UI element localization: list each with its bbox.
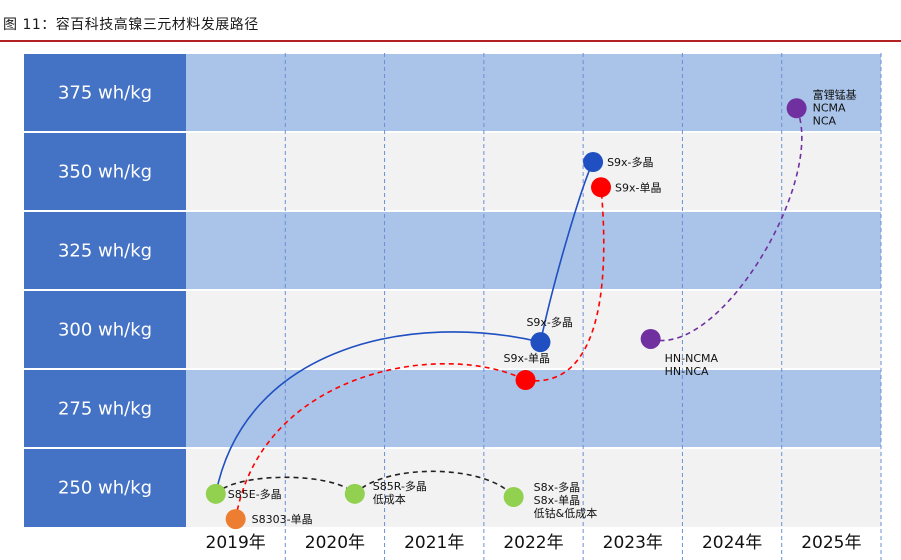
data-point — [640, 328, 661, 349]
data-point — [503, 486, 524, 507]
year-label: 2025年 — [801, 533, 861, 553]
category-cell — [24, 53, 186, 132]
year-label: 2024年 — [702, 533, 762, 553]
point-label: S9x-多晶 — [607, 155, 653, 169]
figure-title: 图 11：容百科技高镍三元材料发展路径 — [3, 17, 259, 33]
year-label: 2023年 — [603, 533, 663, 553]
year-label: 2021年 — [404, 533, 464, 553]
connector-path — [650, 107, 803, 342]
data-point — [225, 509, 246, 530]
point-label: 富锂锰基 — [813, 87, 857, 101]
data-point — [786, 98, 807, 119]
year-label: 2022年 — [503, 533, 563, 553]
category-label: 250 wh/kg — [58, 478, 152, 499]
point-label: HN-NCA — [665, 365, 709, 378]
category-cell — [24, 211, 186, 290]
category-label: 275 wh/kg — [58, 399, 152, 420]
connector-path — [539, 161, 594, 343]
row-band — [186, 132, 881, 211]
row-band — [186, 448, 881, 527]
point-label: S8x-单晶 — [534, 494, 580, 507]
point-label: S9x-单晶 — [615, 181, 661, 194]
category-cell — [24, 290, 186, 369]
point-label: S8x-多晶 — [534, 480, 580, 494]
data-point — [530, 332, 551, 353]
point-label: S8303-单晶 — [252, 513, 313, 526]
data-point — [515, 370, 536, 391]
data-point — [583, 152, 604, 173]
category-label: 325 wh/kg — [58, 241, 152, 262]
connector-path — [525, 187, 605, 382]
connector-path — [215, 331, 541, 494]
point-label: HN-NCMA — [665, 352, 719, 365]
point-label: 低钴&低成本 — [534, 506, 598, 520]
category-cell — [24, 448, 186, 527]
point-label: S9x-单晶 — [504, 352, 550, 365]
category-label: 300 wh/kg — [58, 320, 152, 341]
connector-path — [215, 476, 356, 495]
connector-path — [234, 363, 526, 520]
row-band — [186, 211, 881, 290]
connector-path — [354, 470, 515, 498]
row-band — [186, 53, 881, 132]
point-label: S85E-多晶 — [228, 487, 282, 501]
data-point — [591, 177, 612, 198]
category-cell — [24, 132, 186, 211]
row-band — [186, 290, 881, 369]
category-label: 375 wh/kg — [58, 83, 152, 104]
year-label: 2019年 — [206, 533, 266, 553]
year-label: 2020年 — [305, 533, 365, 553]
category-label: 350 wh/kg — [58, 162, 152, 183]
point-label: 低成本 — [373, 492, 406, 506]
category-cell — [24, 369, 186, 448]
point-label: S85R-多晶 — [373, 479, 427, 493]
point-label: NCA — [813, 114, 837, 127]
title-rule — [0, 40, 901, 42]
data-point — [205, 483, 226, 504]
point-label: S9x-多晶 — [526, 315, 572, 329]
data-point — [344, 483, 365, 504]
point-label: NCMA — [813, 101, 846, 114]
